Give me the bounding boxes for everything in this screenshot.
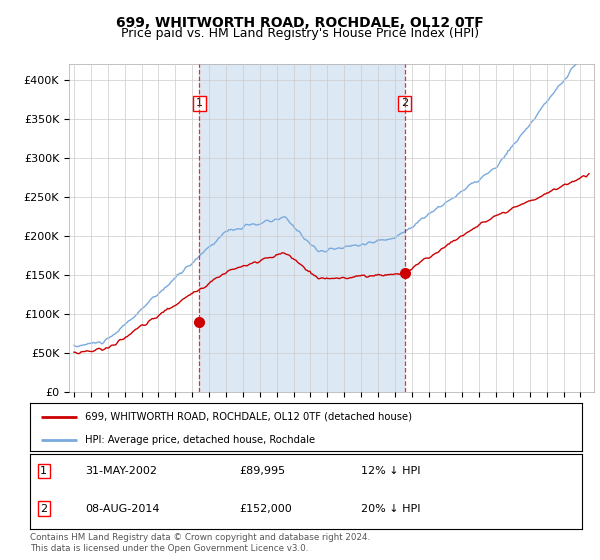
Text: Price paid vs. HM Land Registry's House Price Index (HPI): Price paid vs. HM Land Registry's House … — [121, 27, 479, 40]
Text: £152,000: £152,000 — [240, 504, 293, 514]
Text: 20% ↓ HPI: 20% ↓ HPI — [361, 504, 421, 514]
Text: 1: 1 — [40, 466, 47, 476]
Text: 08-AUG-2014: 08-AUG-2014 — [85, 504, 160, 514]
Text: HPI: Average price, detached house, Rochdale: HPI: Average price, detached house, Roch… — [85, 435, 316, 445]
Text: 1: 1 — [196, 99, 203, 109]
Text: 2: 2 — [40, 504, 47, 514]
Text: £89,995: £89,995 — [240, 466, 286, 476]
Text: 699, WHITWORTH ROAD, ROCHDALE, OL12 0TF (detached house): 699, WHITWORTH ROAD, ROCHDALE, OL12 0TF … — [85, 412, 412, 422]
Text: 31-MAY-2002: 31-MAY-2002 — [85, 466, 157, 476]
Text: 2: 2 — [401, 99, 409, 109]
Bar — [199, 64, 405, 392]
Text: 12% ↓ HPI: 12% ↓ HPI — [361, 466, 421, 476]
Text: Contains HM Land Registry data © Crown copyright and database right 2024.
This d: Contains HM Land Registry data © Crown c… — [30, 533, 370, 553]
Text: 699, WHITWORTH ROAD, ROCHDALE, OL12 0TF: 699, WHITWORTH ROAD, ROCHDALE, OL12 0TF — [116, 16, 484, 30]
